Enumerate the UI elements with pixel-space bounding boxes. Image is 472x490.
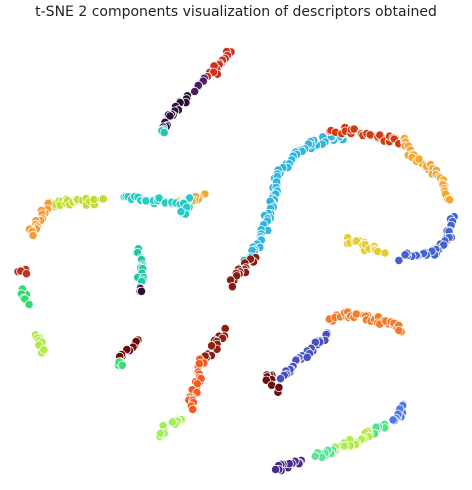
- data-point: [275, 374, 286, 384]
- data-point: [176, 207, 186, 217]
- scatter-points: [13, 46, 459, 476]
- data-point: [388, 415, 398, 425]
- data-point: [400, 250, 410, 260]
- data-point: [155, 428, 165, 439]
- data-point: [21, 269, 32, 279]
- data-point: [167, 417, 177, 427]
- data-point: [394, 325, 404, 335]
- data-point: [192, 379, 202, 389]
- data-point: [117, 360, 127, 370]
- data-point: [188, 404, 198, 414]
- data-point: [165, 111, 175, 121]
- data-point: [445, 195, 455, 205]
- data-point: [310, 451, 320, 461]
- data-point: [414, 154, 424, 164]
- data-point: [98, 194, 108, 204]
- data-point: [302, 352, 312, 362]
- data-point: [351, 309, 361, 319]
- data-point: [184, 193, 195, 203]
- data-point: [190, 86, 200, 97]
- data-point: [194, 359, 204, 369]
- data-point: [159, 128, 169, 138]
- data-point: [274, 382, 284, 392]
- chart-title: t-SNE 2 components visualization of desc…: [35, 4, 437, 20]
- data-point: [39, 345, 49, 355]
- data-point: [24, 299, 34, 310]
- data-point: [349, 124, 359, 134]
- data-point: [220, 323, 230, 334]
- data-point: [270, 464, 281, 475]
- data-point: [394, 255, 404, 265]
- data-point: [89, 194, 99, 205]
- data-point: [339, 441, 349, 451]
- data-point: [136, 286, 147, 296]
- data-point: [227, 282, 237, 292]
- data-point: [28, 230, 38, 240]
- data-point: [207, 341, 217, 351]
- data-point: [380, 248, 390, 258]
